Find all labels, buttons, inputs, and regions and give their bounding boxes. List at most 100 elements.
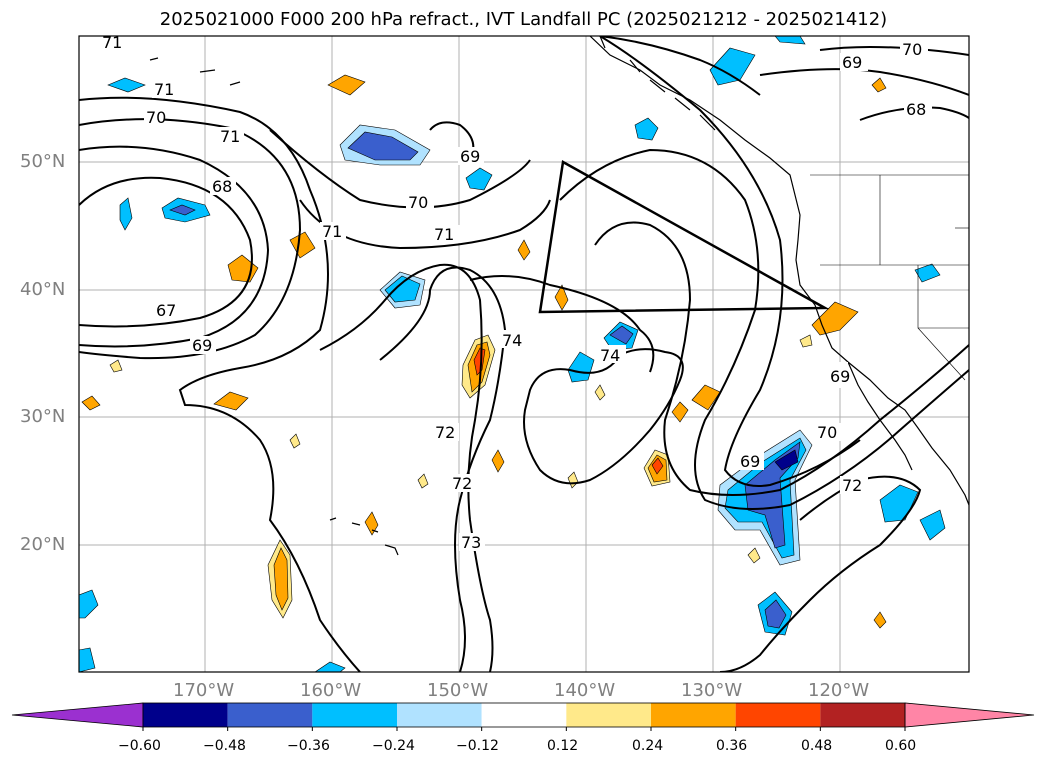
- contour-jet-3: [599, 36, 861, 487]
- map-frame: [78, 35, 970, 673]
- contour-label: 71: [102, 33, 122, 52]
- patch-positive: [691, 384, 721, 411]
- patch-positive: [594, 384, 606, 401]
- contour-69-east: [759, 68, 969, 96]
- patch-negative: [79, 589, 99, 619]
- contour-70-east: [819, 45, 969, 56]
- patch-negative: [609, 325, 634, 345]
- patch-negative: [347, 131, 419, 161]
- patch-negative: [709, 47, 756, 86]
- patch-positive: [517, 239, 531, 261]
- contour-label: 69: [842, 53, 862, 72]
- contour-label: 71: [154, 80, 174, 99]
- contour-73: [319, 263, 494, 672]
- contour-label: 69: [460, 147, 480, 166]
- lon-label: 170°W: [173, 680, 235, 701]
- contour-label: 67: [156, 301, 176, 320]
- contour-label: 69: [740, 452, 760, 471]
- contour-71-west: [79, 96, 361, 672]
- patch-negative: [169, 204, 196, 216]
- contour-label: 68: [906, 100, 926, 119]
- patch-negative: [914, 263, 941, 283]
- patch-positive: [671, 401, 689, 423]
- patch-positive: [289, 231, 316, 259]
- landfall-polygon: [538, 160, 830, 314]
- contour-label: 68: [212, 177, 232, 196]
- contour-label: 69: [830, 367, 850, 386]
- patch-positive: [873, 611, 887, 629]
- patch-negative: [879, 484, 919, 523]
- contour-label: 73: [461, 533, 481, 552]
- colorbar-tick-label: −0.36: [287, 738, 330, 754]
- contour-jet-2: [594, 221, 969, 496]
- contour-68-east: [859, 106, 969, 121]
- contour-label: 71: [322, 222, 342, 241]
- contour-label: 74: [600, 346, 620, 365]
- patch-negative: [774, 449, 799, 471]
- lon-label: 160°W: [300, 680, 362, 701]
- contour-67: [79, 176, 253, 328]
- contour-label: 70: [146, 108, 166, 127]
- patch-negative: [465, 167, 493, 191]
- contour-label: 72: [435, 423, 455, 442]
- colorbar-tick-label: −0.48: [203, 738, 246, 754]
- patch-positive: [567, 471, 579, 489]
- contour-69: [79, 118, 302, 360]
- contour-label: 74: [502, 331, 522, 350]
- contour-label: 70: [408, 193, 428, 212]
- patch-negative: [774, 36, 806, 45]
- patch-positive: [811, 301, 859, 336]
- contour-74: [469, 275, 655, 373]
- lat-label: 20°N: [20, 534, 66, 555]
- patch-negative: [744, 441, 801, 549]
- contour-label: 72: [452, 474, 472, 493]
- hawaii: [329, 517, 399, 556]
- contour-label: 71: [434, 225, 454, 244]
- patch-negative: [384, 275, 421, 303]
- patch-negative: [764, 599, 787, 629]
- colorbar-tick-label: 0.36: [716, 738, 748, 754]
- lon-label: 130°W: [681, 680, 743, 701]
- patch-positive: [327, 74, 366, 96]
- patch-negative: [79, 647, 96, 672]
- contour-ne: [599, 36, 761, 96]
- colorbar-tick-label: −0.12: [456, 738, 499, 754]
- lat-label: 50°N: [20, 151, 66, 172]
- contour-label: 69: [192, 336, 212, 355]
- contour-jet-1: [559, 148, 969, 510]
- patch-positive: [109, 359, 123, 373]
- map-title: 2025021000 F000 200 hPa refract., IVT La…: [159, 9, 888, 30]
- patch-positive: [227, 254, 259, 283]
- lat-label: 30°N: [20, 406, 66, 427]
- patch-positive: [417, 473, 429, 489]
- patch-positive: [289, 433, 301, 449]
- patch-positive: [747, 547, 761, 564]
- contour-label: 70: [902, 40, 922, 59]
- patch-positive: [554, 284, 569, 311]
- lon-label: 140°W: [554, 680, 616, 701]
- patch-negative: [567, 351, 595, 383]
- contour-74b: [523, 348, 684, 485]
- patch-positive: [799, 334, 813, 348]
- contour-label: 72: [842, 476, 862, 495]
- contour-72: [379, 266, 507, 672]
- contour-lines: [79, 36, 969, 672]
- contour-labels: 71 71 71 70 71 68 67 69 69 70 71 74 74 7…: [96, 33, 932, 552]
- contour-label: 71: [220, 127, 240, 146]
- state-borders: [810, 174, 969, 381]
- patch-negative: [119, 197, 133, 231]
- patch-positive: [871, 77, 887, 93]
- patch-positive: [651, 457, 664, 475]
- colorbar-tick-label: 0.48: [801, 738, 833, 754]
- shaded-patches: [79, 36, 946, 672]
- patch-negative: [919, 509, 946, 541]
- colorbar-tick-label: 0.12: [547, 738, 579, 754]
- patch-negative: [634, 117, 659, 141]
- patch-positive: [213, 391, 249, 411]
- coastline-alaska-islands: [599, 36, 716, 131]
- lon-label: 150°W: [427, 680, 489, 701]
- coastline-baja: [847, 361, 913, 471]
- patch-positive: [364, 511, 379, 536]
- lat-label: 40°N: [20, 279, 66, 300]
